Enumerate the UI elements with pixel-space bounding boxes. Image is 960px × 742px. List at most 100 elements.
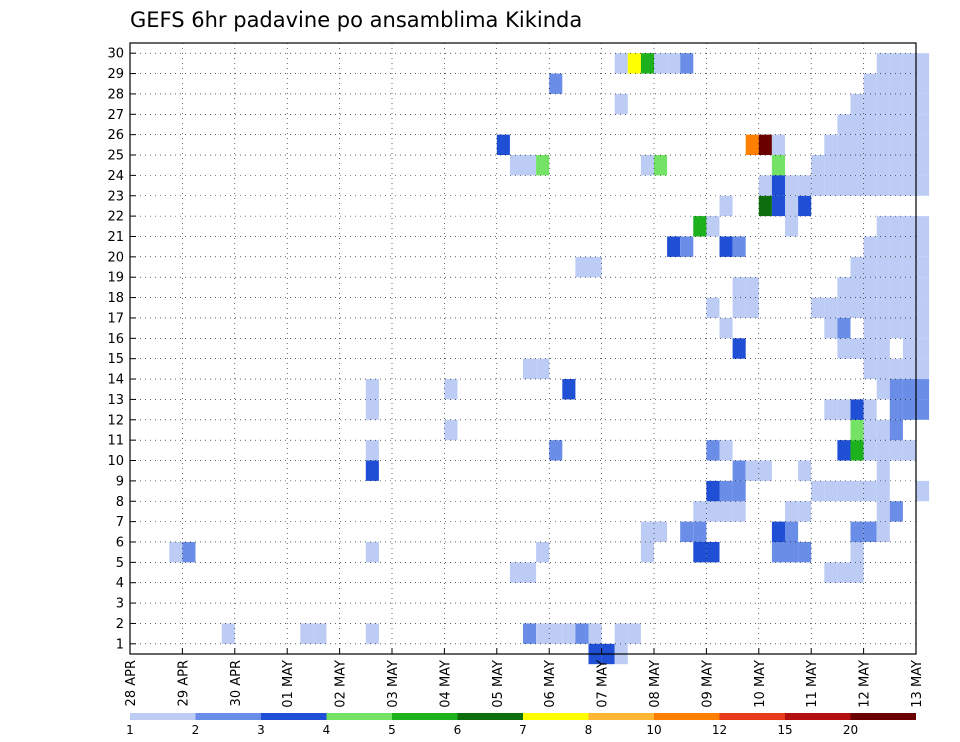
precip-cell — [693, 521, 707, 542]
precip-cell — [732, 480, 746, 502]
precip-cell — [614, 53, 628, 74]
y-tick-label: 14 — [107, 373, 124, 388]
precip-cell — [876, 419, 890, 441]
precip-cell — [654, 155, 668, 176]
y-tick-label: 29 — [107, 67, 124, 82]
precip-cell — [902, 297, 916, 318]
colorbar-tick-label: 7 — [519, 723, 527, 737]
precip-cell — [536, 358, 550, 380]
precip-cell — [850, 256, 864, 278]
x-tick-label: 10 MAY — [753, 660, 768, 708]
precip-cell — [876, 256, 890, 278]
precip-cell — [444, 419, 458, 441]
precip-cell — [916, 73, 930, 94]
y-tick-label: 16 — [107, 332, 124, 347]
precip-cell — [745, 277, 759, 298]
x-tick-label: 12 MAY — [858, 660, 873, 708]
precip-cell — [876, 460, 890, 481]
colorbar-tick-label: 12 — [712, 723, 727, 737]
precip-cell — [824, 134, 838, 156]
precip-cell — [889, 53, 903, 74]
precip-cell — [824, 480, 838, 502]
precip-cell — [182, 541, 196, 563]
precip-cell — [719, 317, 733, 339]
precip-cell — [169, 541, 183, 563]
precip-cell — [523, 358, 537, 380]
y-tick-label: 24 — [107, 169, 124, 184]
precip-cell — [837, 338, 851, 359]
precip-cell — [850, 419, 864, 441]
precip-cell — [916, 53, 930, 74]
y-tick-label: 20 — [107, 250, 124, 265]
x-tick-label: 08 MAY — [648, 660, 663, 708]
precip-cell — [640, 521, 654, 542]
precip-cell — [889, 440, 903, 461]
precip-cell — [798, 460, 812, 481]
precip-cell — [654, 53, 668, 74]
precip-cell — [798, 501, 812, 522]
precip-cell — [876, 114, 890, 135]
precip-cell — [902, 114, 916, 135]
precip-cell — [785, 216, 799, 237]
precip-cell — [889, 134, 903, 156]
precip-cell — [902, 338, 916, 359]
precip-cell — [654, 521, 668, 542]
precip-cell — [850, 155, 864, 176]
colorbar-segment — [719, 713, 785, 720]
colorbar-segment — [195, 713, 261, 720]
precip-cell — [798, 175, 812, 196]
precip-cell — [811, 155, 825, 176]
precip-cell — [771, 134, 785, 156]
precip-cell — [824, 175, 838, 196]
precip-cell — [496, 134, 510, 156]
y-tick-label: 30 — [107, 47, 124, 62]
precip-cell — [745, 460, 759, 481]
precip-cell — [889, 297, 903, 318]
precip-cell — [902, 358, 916, 380]
precip-cell — [916, 338, 930, 359]
plot-frame — [129, 42, 917, 655]
precip-cell — [627, 623, 641, 644]
precip-cell — [719, 195, 733, 217]
precip-cell — [863, 155, 877, 176]
precip-cell — [876, 501, 890, 522]
precip-cell — [863, 358, 877, 380]
precip-cell — [732, 297, 746, 318]
precip-cell — [706, 297, 720, 318]
precip-cell — [889, 256, 903, 278]
y-tick-label: 15 — [107, 352, 124, 367]
precip-cell — [758, 195, 772, 217]
x-tick-label: 11 MAY — [805, 660, 820, 708]
colorbar-tick-label: 4 — [323, 723, 331, 737]
precip-cell — [850, 480, 864, 502]
precip-cell — [365, 440, 379, 461]
precip-cell — [680, 53, 694, 74]
precip-cell — [562, 379, 576, 400]
precip-cell — [758, 134, 772, 156]
precip-cell — [863, 521, 877, 542]
precip-cell — [850, 440, 864, 461]
precip-cell — [889, 114, 903, 135]
precip-cell — [902, 317, 916, 339]
precip-cell — [588, 256, 602, 278]
x-tick-label: 04 MAY — [438, 660, 453, 708]
colorbar-tick-label: 15 — [777, 723, 792, 737]
precip-cell — [850, 541, 864, 563]
precip-cell — [876, 277, 890, 298]
precip-cell — [902, 399, 916, 420]
precip-cell — [876, 53, 890, 74]
precip-cell — [876, 338, 890, 359]
precip-cell — [876, 379, 890, 400]
precip-cell — [916, 297, 930, 318]
y-tick-label: 25 — [107, 149, 124, 164]
x-tick-label: 30 APR — [229, 660, 244, 706]
precip-cell — [562, 623, 576, 644]
precip-cell — [365, 379, 379, 400]
precip-cell — [889, 93, 903, 115]
precip-cell — [680, 521, 694, 542]
precip-cell — [837, 175, 851, 196]
precip-cell — [850, 134, 864, 156]
precip-cell — [876, 480, 890, 502]
precip-cell — [876, 317, 890, 339]
y-tick-label: 23 — [107, 189, 124, 204]
